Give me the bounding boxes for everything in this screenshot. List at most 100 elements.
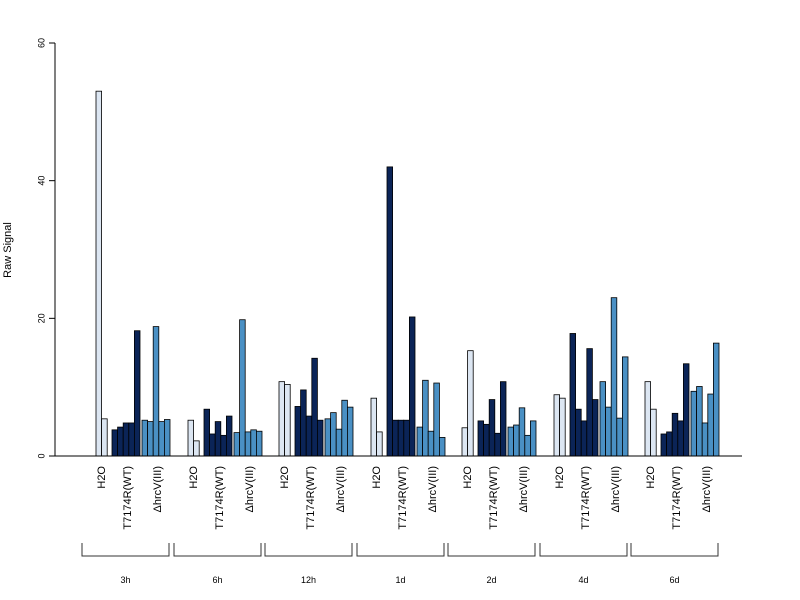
bar — [122, 422, 130, 457]
bar — [397, 419, 405, 457]
subgroup-label: T7174R(WT) — [305, 466, 317, 530]
bar — [147, 421, 154, 457]
time-bracket — [81, 543, 170, 557]
bar — [117, 426, 124, 457]
bar — [575, 408, 582, 457]
time-brackets: 3h 6h 12h 1d 2d 4d 6d — [81, 543, 719, 585]
bar — [324, 418, 331, 457]
bar — [233, 432, 240, 457]
subgroup-label: ΔhrcV(III) — [518, 466, 530, 512]
bar — [250, 429, 257, 457]
bar — [330, 412, 337, 457]
bar — [158, 421, 165, 457]
bar — [671, 412, 679, 457]
bar — [316, 419, 324, 457]
bar — [403, 419, 410, 457]
subgroup-label: ΔhrcV(III) — [610, 466, 622, 512]
subgroup-label: T7174R(WT) — [580, 466, 592, 530]
bar — [311, 357, 318, 457]
bar — [690, 390, 697, 457]
time-label: 4d — [578, 575, 588, 585]
y-tick-label: 60 — [36, 38, 46, 48]
bar — [193, 440, 200, 457]
bar — [255, 430, 263, 457]
bar — [416, 426, 423, 457]
bar — [599, 381, 606, 457]
subgroup-label: H2O — [554, 466, 566, 489]
bar — [128, 422, 135, 457]
subgroup-label: H2O — [279, 466, 291, 489]
subgroup-label: H2O — [96, 466, 108, 489]
bar — [650, 408, 657, 457]
bar — [644, 381, 651, 457]
bar — [427, 430, 435, 457]
time-label: 2d — [486, 575, 496, 585]
bar — [610, 297, 618, 457]
bar — [494, 432, 501, 457]
bar — [707, 393, 714, 457]
bar — [284, 384, 291, 457]
bar — [559, 397, 566, 457]
time-label: 6d — [669, 575, 679, 585]
bar — [433, 382, 440, 457]
bar — [605, 406, 612, 457]
bar — [438, 437, 446, 457]
time-label: 3h — [120, 575, 130, 585]
bar — [530, 420, 537, 457]
bar — [422, 379, 429, 457]
time-bracket — [173, 543, 262, 557]
bar — [278, 381, 285, 457]
bar — [220, 434, 227, 457]
bar — [524, 434, 531, 457]
bar — [163, 419, 171, 457]
time-label: 6h — [212, 575, 222, 585]
bar — [346, 406, 354, 457]
bar — [586, 348, 593, 457]
subgroup-label: H2O — [462, 466, 474, 489]
bar — [507, 426, 514, 457]
bars — [95, 90, 720, 457]
bar — [677, 420, 684, 457]
subgroup-label: T7174R(WT) — [671, 466, 683, 530]
bar — [569, 333, 576, 457]
bar — [622, 356, 629, 457]
bar — [294, 406, 301, 457]
bar — [187, 419, 194, 457]
bar — [580, 420, 588, 457]
bar — [133, 330, 141, 457]
bar — [467, 350, 474, 457]
bar — [701, 422, 709, 457]
bar — [305, 415, 313, 457]
bar — [660, 433, 667, 457]
subgroup-label: ΔhrcV(III) — [335, 466, 347, 512]
bar — [683, 363, 690, 457]
bar — [239, 319, 246, 457]
subgroup-label: H2O — [645, 466, 657, 489]
bar — [101, 418, 108, 457]
bar — [592, 399, 599, 457]
time-bracket — [447, 543, 536, 557]
bar — [499, 381, 507, 457]
bar — [214, 421, 222, 457]
y-tick-label: 40 — [36, 176, 46, 186]
subgroup-label: H2O — [371, 466, 383, 489]
bar — [209, 433, 216, 457]
time-bracket — [356, 543, 445, 557]
bar — [408, 316, 416, 457]
subgroup-label: ΔhrcV(III) — [701, 466, 713, 512]
bar — [335, 428, 343, 457]
bar — [713, 342, 720, 457]
bar — [244, 431, 252, 457]
subgroup-label: ΔhrcV(III) — [427, 466, 439, 512]
subgroup-label: T7174R(WT) — [122, 466, 134, 530]
bar — [553, 394, 560, 457]
bar — [696, 386, 703, 457]
bar — [111, 429, 118, 457]
subgroup-label: ΔhrcV(III) — [152, 466, 164, 512]
y-tick-label: 0 — [36, 453, 46, 458]
y-axis: 0 20 40 60 — [36, 38, 56, 459]
y-tick-label: 20 — [36, 313, 46, 323]
time-bracket — [539, 543, 628, 557]
bar — [392, 419, 399, 457]
